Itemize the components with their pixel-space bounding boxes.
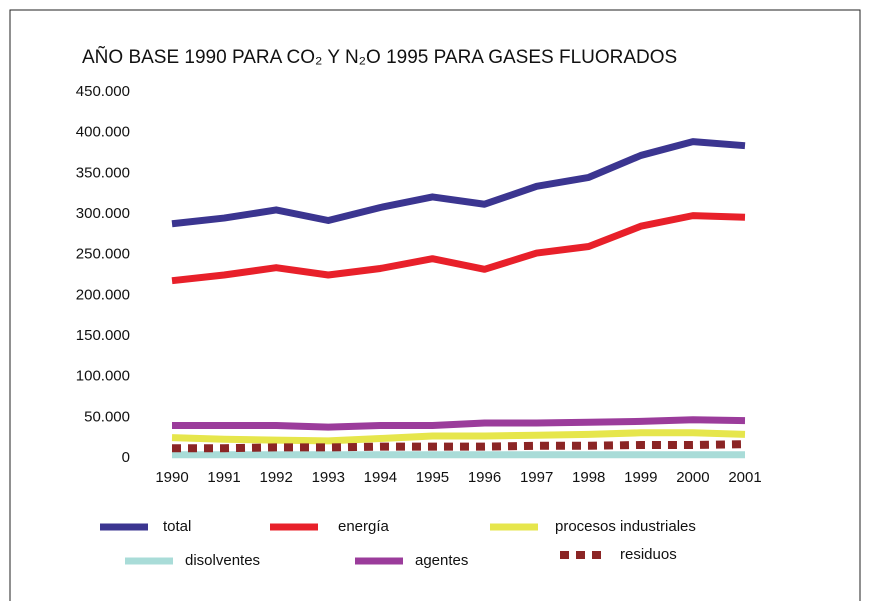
y-tick-label: 300.000	[76, 205, 130, 222]
y-tick-label: 150.000	[76, 327, 130, 344]
y-tick-label: 0	[122, 449, 130, 466]
x-tick-label: 1995	[416, 469, 449, 486]
x-tick-label: 1991	[207, 469, 240, 486]
x-tick-label: 1994	[364, 469, 397, 486]
y-tick-label: 450.000	[76, 83, 130, 100]
data-line	[171, 212, 746, 285]
x-tick-label: 1990	[155, 469, 188, 486]
data-line	[171, 429, 746, 445]
legend-label: energía	[338, 518, 390, 535]
x-tick-label: 1999	[624, 469, 657, 486]
legend-label: procesos industriales	[555, 518, 696, 535]
y-tick-label: 50.000	[84, 408, 130, 425]
y-tick-label: 100.000	[76, 368, 130, 385]
y-tick-label: 350.000	[76, 164, 130, 181]
legend-label: total	[163, 518, 191, 535]
x-tick-label: 1996	[468, 469, 501, 486]
legend-label: residuos	[620, 546, 677, 563]
x-tick-label: 1998	[572, 469, 605, 486]
frame	[9, 9, 861, 601]
x-tick-label: 2001	[728, 469, 761, 486]
x-tick-label: 2000	[676, 469, 709, 486]
legend-label: disolventes	[185, 552, 260, 569]
x-tick-label: 1993	[312, 469, 345, 486]
y-tick-label: 400.000	[76, 124, 130, 141]
y-tick-label: 250.000	[76, 246, 130, 263]
chart-title: AÑO BASE 1990 PARA CO₂ Y N₂O 1995 PARA G…	[82, 46, 677, 68]
legend-label: agentes	[415, 552, 468, 569]
y-tick-label: 200.000	[76, 286, 130, 303]
x-tick-label: 1992	[259, 469, 292, 486]
data-line	[172, 416, 746, 431]
x-tick-label: 1997	[520, 469, 553, 486]
data-line	[171, 138, 746, 228]
data-line	[172, 440, 746, 453]
